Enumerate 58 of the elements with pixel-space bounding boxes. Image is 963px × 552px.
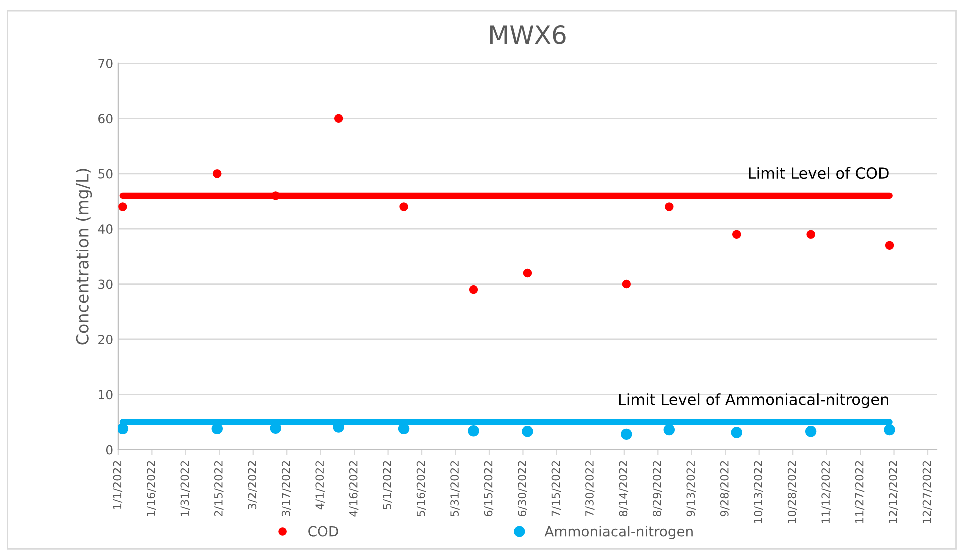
x-tick-label: 5/31/2022 bbox=[450, 461, 460, 516]
y-tick-label: 0 bbox=[106, 445, 113, 455]
point bbox=[732, 230, 742, 239]
point bbox=[118, 423, 129, 435]
y-tick-label: 20 bbox=[98, 334, 113, 344]
x-tick-label: 4/16/2022 bbox=[349, 461, 359, 517]
x-tick-label: 5/1/2022 bbox=[383, 461, 392, 510]
x-tick-label: 8/29/2022 bbox=[652, 461, 662, 517]
point bbox=[665, 202, 674, 212]
annotation: Limit Level of Ammoniacal-nitrogen bbox=[619, 394, 888, 408]
x-tick-label: 7/30/2022 bbox=[586, 461, 595, 516]
x-tick-label: 3/2/2022 bbox=[248, 461, 258, 510]
x-tick-label: 5/16/2022 bbox=[416, 461, 426, 516]
y-tick-label: 50 bbox=[98, 169, 113, 179]
point bbox=[805, 426, 817, 438]
point bbox=[885, 241, 894, 250]
legend-label: COD bbox=[308, 526, 338, 537]
x-tick-label: 10/13/2022 bbox=[754, 461, 764, 524]
y-tick-label: 70 bbox=[98, 58, 113, 68]
x-tick-label: 12/12/2022 bbox=[889, 461, 898, 524]
point bbox=[622, 280, 632, 289]
x-tick-label: 9/13/2022 bbox=[686, 461, 696, 517]
point bbox=[400, 202, 408, 212]
x-tick-label: 8/14/2022 bbox=[619, 461, 629, 517]
y-tick-label: 60 bbox=[98, 114, 113, 124]
x-tick-label: 1/16/2022 bbox=[147, 461, 156, 516]
y-tick-label: 30 bbox=[98, 280, 113, 290]
legend-label: Ammoniacal-nitrogen bbox=[544, 526, 693, 540]
x-tick-label: 6/15/2022 bbox=[484, 461, 494, 516]
x-tick-label: 6/30/2022 bbox=[518, 461, 528, 516]
y-axis-title: Concentration (mg/L) bbox=[76, 169, 92, 345]
point bbox=[118, 202, 128, 212]
point bbox=[469, 285, 478, 294]
x-tick-label: 7/15/2022 bbox=[552, 461, 562, 516]
point bbox=[334, 114, 344, 124]
x-tick-label: 1/1/2022 bbox=[113, 461, 123, 509]
x-tick-label: 3/17/2022 bbox=[282, 461, 292, 516]
point bbox=[621, 428, 632, 440]
x-tick-label: 12/27/2022 bbox=[922, 461, 932, 524]
point bbox=[884, 424, 896, 436]
x-tick-label: 4/1/2022 bbox=[316, 461, 325, 510]
y-tick-label: 40 bbox=[98, 224, 113, 234]
x-tick-label: 1/31/2022 bbox=[180, 461, 190, 516]
point bbox=[806, 230, 816, 239]
annotation: Limit Level of COD bbox=[749, 167, 889, 180]
y-tick-label: 10 bbox=[99, 390, 113, 400]
x-tick-label: 11/27/2022 bbox=[855, 461, 865, 524]
x-tick-label: 2/15/2022 bbox=[214, 461, 224, 516]
chart-title: MWX6 bbox=[490, 25, 566, 44]
x-tick-label: 10/28/2022 bbox=[788, 461, 798, 524]
point bbox=[523, 268, 532, 278]
point bbox=[468, 426, 480, 437]
x-tick-label: 9/28/2022 bbox=[720, 461, 730, 517]
point bbox=[213, 170, 222, 178]
point bbox=[664, 424, 675, 436]
point bbox=[522, 426, 534, 438]
point bbox=[731, 427, 742, 438]
x-tick-label: 11/12/2022 bbox=[822, 461, 831, 524]
